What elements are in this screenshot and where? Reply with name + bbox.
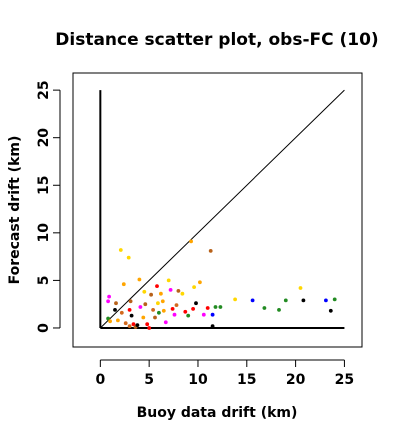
data-point: [106, 316, 110, 321]
x-axis: 0 5 10 15 20 25: [95, 359, 354, 388]
data-point: [156, 301, 160, 306]
data-point: [170, 307, 175, 311]
x-tick-label: 10: [188, 372, 208, 388]
data-point: [138, 305, 143, 309]
data-point: [277, 308, 281, 312]
data-point: [176, 289, 181, 293]
data-point: [208, 249, 213, 253]
x-tick-label: 5: [144, 372, 154, 388]
data-point: [116, 318, 120, 323]
data-point: [210, 312, 215, 317]
data-point: [324, 298, 328, 303]
data-point: [283, 298, 288, 303]
data-point: [127, 324, 132, 328]
data-point: [205, 306, 210, 310]
data-point: [213, 305, 218, 309]
data-point: [123, 321, 128, 326]
x-axis-label: Buoy data drift (km): [137, 405, 298, 421]
data-point: [106, 299, 110, 304]
x-tick-label: 15: [237, 372, 256, 388]
data-point: [332, 297, 337, 302]
data-point: [191, 307, 196, 311]
data-point: [155, 284, 159, 288]
data-point: [129, 313, 134, 318]
data-point: [161, 308, 166, 313]
data-point: [107, 294, 111, 299]
data-point: [113, 308, 117, 312]
data-point: [183, 309, 188, 314]
x-tick-label: 25: [335, 372, 354, 388]
y-tick-label: 5: [36, 276, 52, 286]
plot-frame: [72, 72, 363, 348]
chart-title: Distance scatter plot, obs-FC (10): [55, 30, 378, 50]
data-point: [218, 305, 223, 309]
data-point: [147, 326, 152, 330]
reference-lines: [99, 89, 345, 329]
data-point: [118, 248, 123, 252]
y-tick-label: 25: [36, 80, 52, 99]
data-point: [119, 310, 124, 315]
data-point: [163, 320, 168, 325]
data-point: [142, 289, 147, 294]
data-point: [143, 302, 148, 307]
data-point: [201, 312, 206, 317]
data-point: [301, 298, 306, 303]
y-tick-label: 20: [36, 128, 52, 148]
data-point: [121, 282, 126, 287]
data-point: [168, 288, 173, 292]
data-point: [131, 322, 136, 327]
data-point: [174, 303, 179, 307]
data-point: [114, 301, 118, 306]
data-point: [127, 308, 132, 312]
y-tick-label: 10: [36, 223, 52, 243]
x-tick-label: 20: [286, 372, 306, 388]
data-point: [137, 277, 142, 282]
data-point: [135, 323, 140, 327]
data-points: [106, 239, 337, 330]
data-point: [153, 315, 157, 320]
diagonal: [99, 89, 345, 329]
y-axis: 0 5 10 15 20 25: [36, 80, 61, 333]
data-point: [233, 297, 238, 302]
data-point: [250, 298, 255, 303]
data-point: [151, 308, 156, 312]
data-point: [328, 308, 333, 313]
data-point: [186, 313, 191, 318]
data-point: [298, 286, 303, 290]
data-point: [128, 299, 133, 304]
data-point: [108, 319, 112, 324]
data-point: [145, 322, 150, 327]
data-point: [172, 312, 177, 317]
data-point: [160, 299, 165, 304]
data-point: [189, 239, 194, 244]
data-point: [194, 301, 198, 306]
data-point: [157, 310, 161, 315]
data-point: [180, 291, 185, 296]
data-point: [166, 278, 171, 283]
data-point: [262, 306, 267, 310]
data-point: [159, 291, 163, 296]
data-point: [141, 315, 146, 320]
x-tick-label: 0: [95, 372, 105, 388]
data-point: [126, 255, 131, 260]
data-point: [198, 280, 202, 285]
data-point: [149, 292, 154, 297]
y-tick-label: 15: [36, 176, 52, 195]
data-point: [210, 324, 215, 328]
y-tick-label: 0: [36, 323, 52, 333]
data-point: [192, 285, 197, 289]
y-axis-label: Forecast drift (km): [7, 136, 23, 285]
